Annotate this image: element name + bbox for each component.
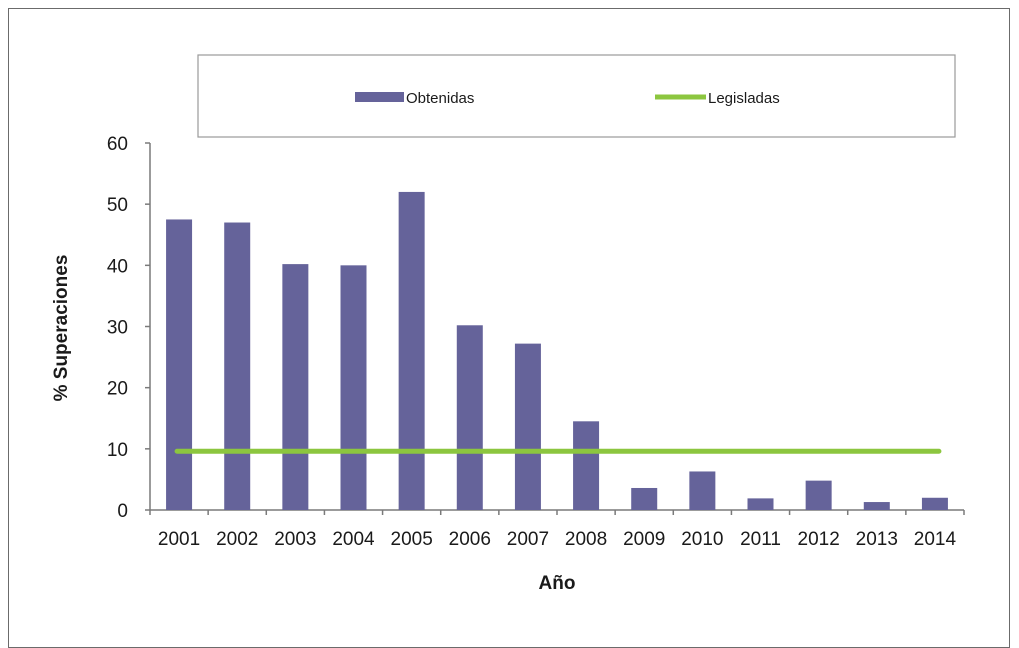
x-tick-label: 2003 xyxy=(274,529,316,550)
y-tick-label: 30 xyxy=(107,318,128,339)
legend-label-obtenidas: Obtenidas xyxy=(406,90,474,107)
bar-obtenidas-2004 xyxy=(340,265,367,510)
x-tick-label: 2002 xyxy=(216,529,258,550)
y-tick-label: 10 xyxy=(107,440,128,461)
x-tick-label: 2009 xyxy=(623,529,665,550)
x-tick-label: 2011 xyxy=(740,529,781,550)
bar-obtenidas-2008 xyxy=(573,421,600,510)
legend-box xyxy=(197,54,956,138)
y-tick-label: 0 xyxy=(117,501,128,522)
bar-obtenidas-2007 xyxy=(514,343,541,510)
bar-obtenidas-2003 xyxy=(282,264,309,510)
x-axis-title: Año xyxy=(539,573,576,594)
bar-obtenidas-2012 xyxy=(805,480,832,510)
y-axis-title: % Superaciones xyxy=(51,255,72,402)
x-tick-label: 2008 xyxy=(565,529,607,550)
bar-obtenidas-2001 xyxy=(166,219,193,511)
bar-obtenidas-2009 xyxy=(631,487,658,510)
bar-obtenidas-2013 xyxy=(863,502,890,510)
bar-obtenidas-2011 xyxy=(747,498,774,510)
bar-obtenidas-2002 xyxy=(224,222,251,510)
x-tick-label: 2014 xyxy=(914,529,957,550)
x-tick-label: 2007 xyxy=(507,529,549,550)
bar-obtenidas-2010 xyxy=(689,471,716,510)
y-tick-label: 20 xyxy=(107,379,128,400)
bar-obtenidas-2005 xyxy=(398,191,425,510)
bar-obtenidas-2014 xyxy=(921,497,948,510)
y-tick-label: 50 xyxy=(107,195,128,216)
x-tick-label: 2010 xyxy=(681,529,723,550)
x-tick-label: 2013 xyxy=(856,529,898,550)
x-tick-label: 2012 xyxy=(798,529,840,550)
bar-chart: Obtenidas Legisladas 0 10 20 30 40 50 60 2001 2… xyxy=(51,54,965,594)
x-tick-label: 2005 xyxy=(391,529,433,550)
y-tick-label: 40 xyxy=(107,256,128,277)
y-tick-label: 60 xyxy=(107,134,128,155)
x-tick-label: 2006 xyxy=(449,529,491,550)
bar-obtenidas-2006 xyxy=(456,325,483,510)
x-tick-label: 2004 xyxy=(332,529,375,550)
legend-swatch-obtenidas xyxy=(355,92,404,102)
x-tick-label: 2001 xyxy=(158,529,200,550)
legend-label-legisladas: Legisladas xyxy=(708,90,780,107)
